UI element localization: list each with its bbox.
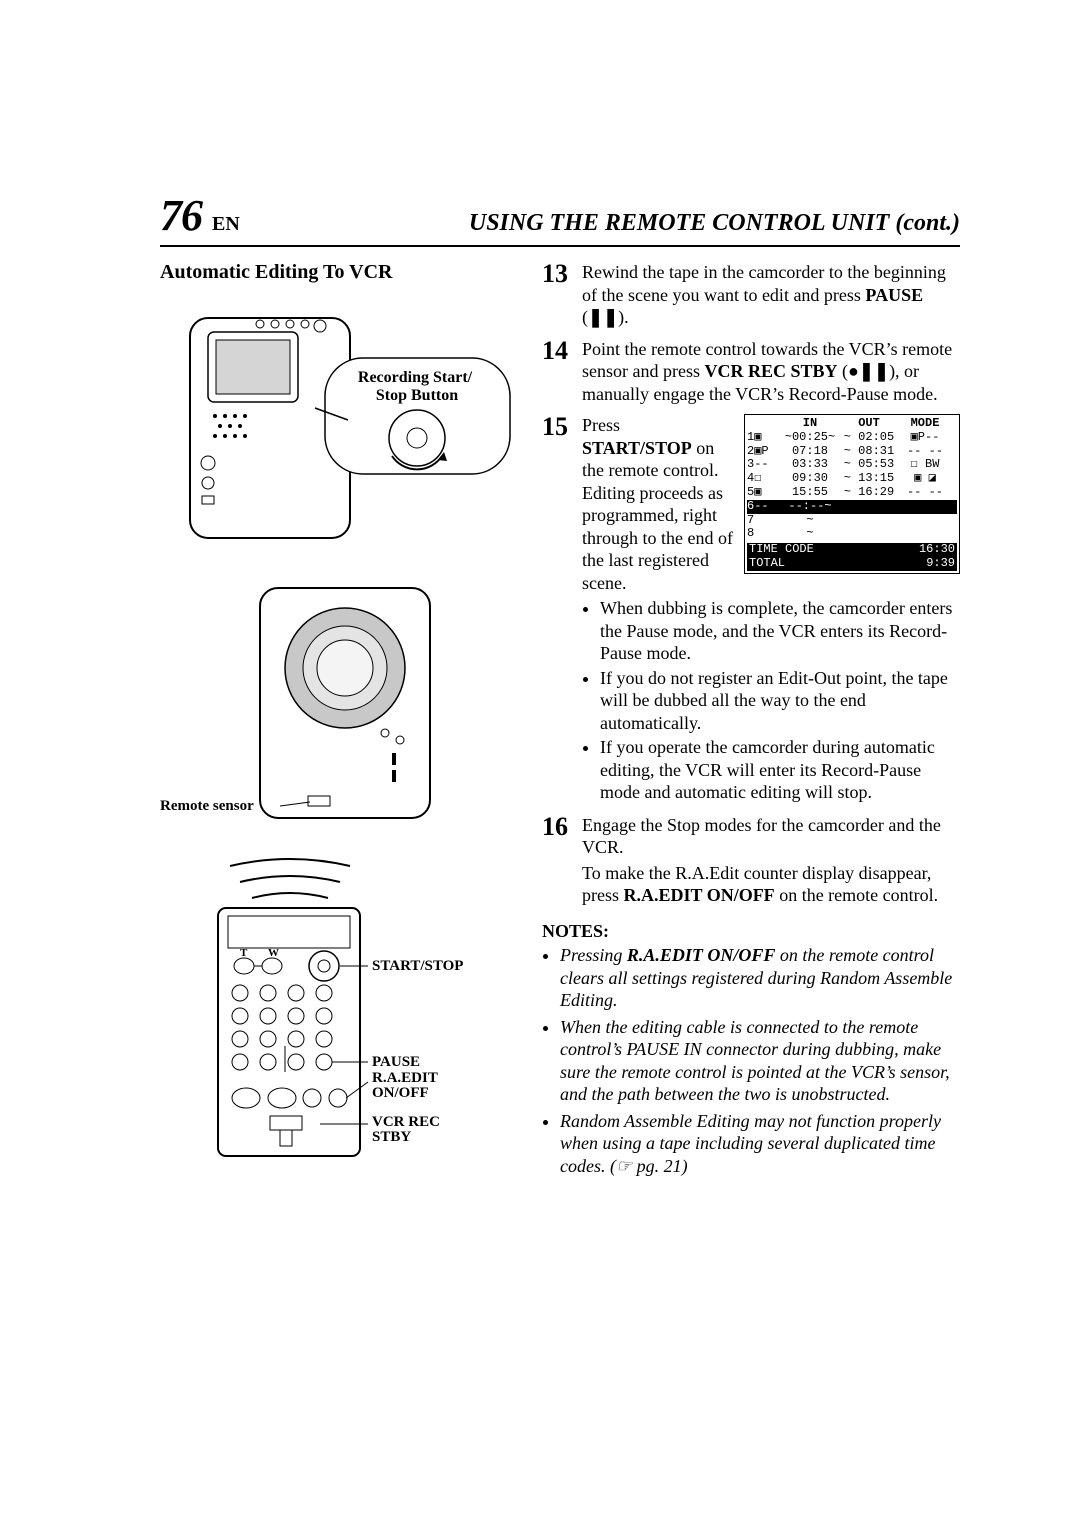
step-number: 14 [542,338,582,409]
remote-control-illustration: T W START/STOP [160,858,520,1178]
bullet-item: If you operate the camcorder during auto… [600,736,960,804]
svg-text:W: W [268,947,279,959]
lcd-col-in: IN [781,417,839,431]
camcorder-illustration: Recording Start/ Stop Button [160,298,520,558]
step-13: 13 Rewind the tape in the camcorder to t… [542,261,960,332]
page-number-block: 76 EN [160,190,240,241]
chapter-title: USING THE REMOTE CONTROL UNIT (cont.) [469,210,960,237]
step-15: 15 IN OUT MODE 1▣~00:25~~ 02:05▣P--2▣P07… [542,414,960,808]
step-body: Engage the Stop modes for the camcorder … [582,814,960,910]
lcd-row: 8~ [747,527,957,541]
page-language: EN [212,213,240,235]
note-item: Pressing R.A.EDIT ON/OFF on the remote c… [560,944,960,1012]
step-number: 16 [542,814,582,910]
lcd-total-label: TOTAL [749,557,785,571]
step-text: Engage the Stop modes for the camcorder … [582,814,960,859]
callout-start-stop: START/STOP [372,958,463,974]
svg-text:T: T [240,947,248,959]
step-text: Rewind the tape in the camcorder to the … [582,261,960,329]
lcd-row: 7~ [747,514,957,528]
step-body: Rewind the tape in the camcorder to the … [582,261,960,332]
lcd-timecode-val: 16:30 [919,543,955,557]
callout-remote-sensor: Remote sensor [160,798,254,814]
bullet-item: If you do not register an Edit-Out point… [600,667,960,735]
lcd-row: 4☐09:30~ 13:15▣ ◪ [747,472,957,486]
section-heading: Automatic Editing To VCR [160,261,520,284]
camcorder-rear-illustration: Remote sensor [160,578,520,838]
step-16: 16 Engage the Stop modes for the camcord… [542,814,960,910]
note-item: When the editing cable is connected to t… [560,1016,960,1106]
callout-vcr-rec-stby: VCR RECSTBY [372,1114,440,1145]
step-body: Point the remote control towards the VCR… [582,338,960,409]
step-text: Point the remote control towards the VCR… [582,338,960,406]
bullet-item: When dubbing is complete, the camcorder … [600,597,960,665]
lcd-row: 2▣P07:18~ 08:31-- -- [747,445,957,459]
step-number: 13 [542,261,582,332]
lcd-display: IN OUT MODE 1▣~00:25~~ 02:05▣P--2▣P07:18… [744,414,960,574]
left-column: Automatic Editing To VCR [160,261,520,1198]
step-bullets: When dubbing is complete, the camcorder … [582,597,960,804]
notes-heading: NOTES: [542,920,960,943]
lcd-total-val: 9:39 [926,557,955,571]
notes-list: Pressing R.A.EDIT ON/OFF on the remote c… [542,944,960,1177]
step-number: 15 [542,414,582,808]
page-header: 76 EN USING THE REMOTE CONTROL UNIT (con… [160,190,960,247]
step-tail: To make the R.A.Edit counter display dis… [582,862,960,907]
callout-pause: PAUSE [372,1054,420,1070]
lcd-row: 3--03:33~ 05:53☐ BW [747,458,957,472]
step-body: IN OUT MODE 1▣~00:25~~ 02:05▣P--2▣P07:18… [582,414,960,808]
step-14: 14 Point the remote control towards the … [542,338,960,409]
lcd-row: 6----:--~ [747,500,957,514]
lcd-row: 5▣15:55~ 16:29-- -- [747,486,957,500]
callout-raedit: R.A.EDITON/OFF [372,1070,438,1101]
lcd-col-out: OUT [839,417,899,431]
lcd-timecode-label: TIME CODE [749,543,814,557]
right-column: 13 Rewind the tape in the camcorder to t… [542,261,960,1198]
lcd-row: 1▣~00:25~~ 02:05▣P-- [747,431,957,445]
page-number: 76 [160,191,202,240]
note-item: Random Assemble Editing may not function… [560,1110,960,1178]
lcd-col-mode: MODE [899,417,951,431]
lcd-footer: TIME CODE 16:30 TOTAL 9:39 [747,543,957,571]
